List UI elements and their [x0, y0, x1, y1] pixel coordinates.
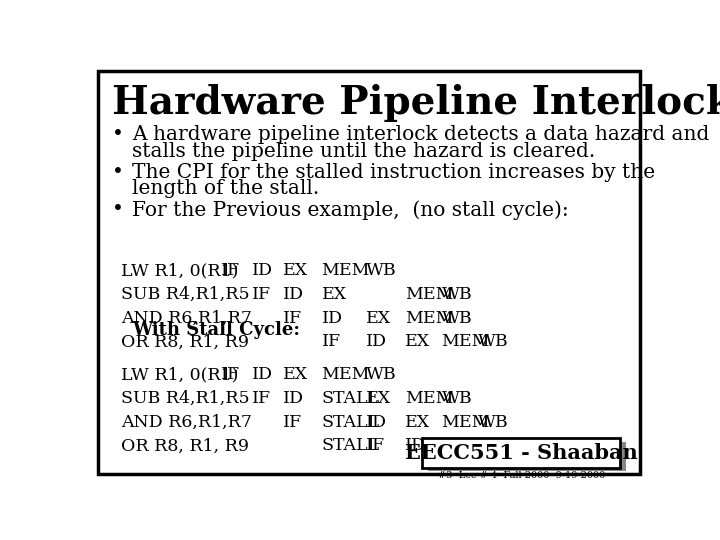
Text: MEM: MEM — [405, 286, 454, 303]
Text: AND R6,R1,R7: AND R6,R1,R7 — [121, 310, 252, 327]
Text: MEM: MEM — [405, 310, 454, 327]
Text: IF: IF — [366, 437, 385, 454]
Text: IF: IF — [252, 286, 271, 303]
Text: EX: EX — [405, 333, 431, 350]
Text: EX: EX — [366, 390, 392, 407]
Text: A hardware pipeline interlock detects a data hazard and: A hardware pipeline interlock detects a … — [132, 125, 709, 144]
Text: EX: EX — [282, 366, 307, 383]
Text: SUB R4,R1,R5: SUB R4,R1,R5 — [121, 286, 249, 303]
Text: #3  Lec # 4  Fall 2000  9-19-2000: #3 Lec # 4 Fall 2000 9-19-2000 — [438, 471, 605, 480]
Text: MEM: MEM — [441, 414, 490, 431]
Text: WB: WB — [441, 310, 472, 327]
Text: EX: EX — [366, 310, 392, 327]
Text: EX: EX — [282, 262, 307, 279]
Text: WB: WB — [514, 437, 545, 454]
Text: •: • — [112, 200, 124, 219]
Text: LW R1, 0(R1): LW R1, 0(R1) — [121, 262, 238, 279]
Text: WB: WB — [366, 366, 397, 383]
Text: OR R8, R1, R9: OR R8, R1, R9 — [121, 437, 248, 454]
Text: WB: WB — [478, 333, 508, 350]
Text: IF: IF — [322, 333, 341, 350]
Text: WB: WB — [441, 390, 472, 407]
Text: ID: ID — [252, 262, 273, 279]
FancyBboxPatch shape — [428, 442, 626, 471]
Text: EECC551 - Shaaban: EECC551 - Shaaban — [405, 443, 638, 463]
Text: MEM: MEM — [441, 333, 490, 350]
Text: MEM: MEM — [322, 262, 370, 279]
Text: ID: ID — [282, 390, 304, 407]
Text: EX: EX — [405, 414, 431, 431]
Text: IF: IF — [282, 310, 302, 327]
Text: OR R8, R1, R9: OR R8, R1, R9 — [121, 333, 248, 350]
FancyBboxPatch shape — [99, 71, 639, 474]
Text: WB: WB — [366, 262, 397, 279]
Text: MEM: MEM — [478, 437, 526, 454]
Text: ID: ID — [366, 333, 387, 350]
Text: The CPI for the stalled instruction increases by the: The CPI for the stalled instruction incr… — [132, 163, 655, 181]
Text: MEM: MEM — [405, 390, 454, 407]
Text: EX: EX — [322, 286, 347, 303]
Text: For the Previous example,  (no stall cycle):: For the Previous example, (no stall cycl… — [132, 200, 569, 220]
Text: ID: ID — [366, 414, 387, 431]
Text: STALL: STALL — [322, 414, 379, 431]
Text: IF: IF — [252, 390, 271, 407]
Text: stalls the pipeline until the hazard is cleared.: stalls the pipeline until the hazard is … — [132, 141, 595, 161]
Text: WB: WB — [441, 286, 472, 303]
Text: LW R1, 0(R1): LW R1, 0(R1) — [121, 366, 238, 383]
Text: ID: ID — [282, 286, 304, 303]
Text: STALL: STALL — [322, 437, 379, 454]
Text: Hardware Pipeline Interlocks: Hardware Pipeline Interlocks — [112, 84, 720, 122]
Text: ID: ID — [252, 366, 273, 383]
Text: IF: IF — [221, 262, 240, 279]
Text: SUB R4,R1,R5: SUB R4,R1,R5 — [121, 390, 249, 407]
Text: IF: IF — [282, 414, 302, 431]
Text: ID: ID — [322, 310, 343, 327]
Text: STALL: STALL — [322, 390, 379, 407]
Text: MEM: MEM — [322, 366, 370, 383]
Text: •: • — [112, 163, 124, 181]
FancyBboxPatch shape — [422, 438, 620, 468]
Text: length of the stall.: length of the stall. — [132, 179, 319, 198]
Text: IF: IF — [221, 366, 240, 383]
Text: •: • — [112, 125, 124, 144]
Text: With Stall Cycle:: With Stall Cycle: — [132, 321, 300, 339]
Text: EX: EX — [441, 437, 467, 454]
Text: ID: ID — [405, 437, 426, 454]
Text: WB: WB — [478, 414, 508, 431]
Text: AND R6,R1,R7: AND R6,R1,R7 — [121, 414, 252, 431]
